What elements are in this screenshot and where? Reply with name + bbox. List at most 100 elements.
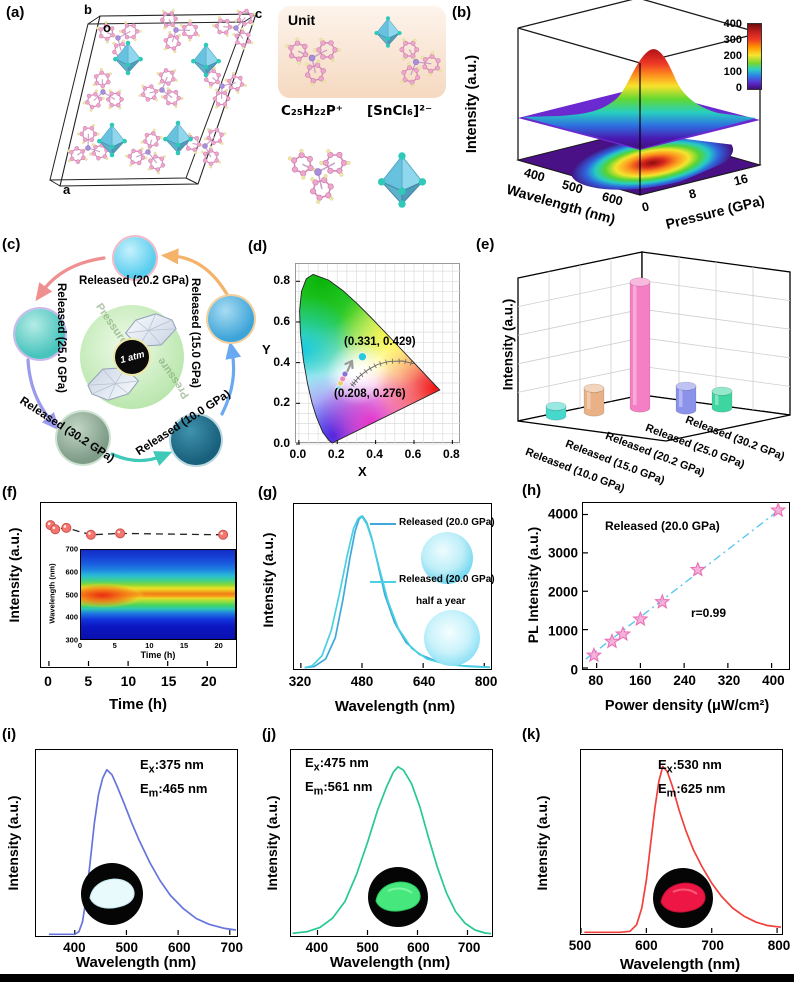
g-legend-text-1: Released (20.0 GPa) [399, 517, 495, 528]
arrow-30-to-10 [110, 451, 173, 466]
k-emission-spectrum [580, 765, 782, 934]
h-annotation-released: Released (20.0 GPa) [605, 519, 720, 533]
packed-molecules [58, 0, 267, 183]
k-x-axis-title: Wavelength (nm) [619, 956, 741, 973]
g-legend-line-1 [370, 523, 396, 525]
j-x-axis-title: Wavelength (nm) [329, 954, 451, 971]
g-y-axis-title: Intensity (a.u.) [260, 532, 276, 628]
panel-d-label: (d) [248, 238, 268, 255]
cb-tick-100: 100 [723, 66, 742, 78]
cation-formula: C₂₅H₂₂P⁺ [281, 103, 343, 119]
h-power-dependence-plot [583, 501, 787, 669]
g-legend-line-2 [370, 581, 396, 583]
sample-circle-15-0 [208, 296, 254, 342]
h-y-ticks: 0 1000 2000 3000 4000 [547, 506, 578, 678]
anion-formula: [SnCl₆]²⁻ [367, 103, 433, 119]
pressure-wavelength-surface-plot [516, 0, 762, 196]
f-inset-x-axis-title: Time (h) [140, 650, 176, 660]
bar3d-chart [517, 251, 791, 442]
arrow-15-to-20 [160, 248, 230, 298]
figure-bottom-rule [0, 974, 794, 982]
panel-e-label: (e) [476, 236, 495, 253]
g-sample-photo-2 [424, 610, 480, 666]
g-emission-spectra [300, 515, 491, 669]
g-x-axis-title: Wavelength (nm) [334, 698, 456, 715]
arrow-10-to-15 [220, 341, 242, 416]
h-x-axis-title: Power density (μW/cm²) [604, 698, 770, 714]
d-y-ticks: 0.0 0.2 0.4 0.6 0.8 [273, 273, 290, 450]
cie-annotation-low: (0.208, 0.276) [334, 388, 406, 400]
k-excitation-label: Ex:530 nm [658, 757, 722, 776]
panel-k-label: (k) [522, 726, 541, 743]
one-atm-badge: 1 atm [113, 338, 151, 376]
g-sample-photo-1 [421, 532, 473, 584]
i-emission-label: Em:465 nm [140, 781, 208, 800]
sample-circle-10-0 [171, 415, 221, 465]
panel-i-label: (i) [2, 726, 17, 743]
g-legend-text-2: Released (20.0 GPa) [399, 574, 495, 585]
i-y-axis-title: Intensity (a.u.) [5, 795, 21, 891]
sample-circle-20-2 [114, 237, 156, 279]
intensity-cylinders [545, 277, 733, 421]
i-x-axis-title: Wavelength (nm) [75, 954, 197, 971]
j-emission-spectrum [292, 765, 492, 935]
panel-a-label: (a) [6, 4, 25, 21]
f-inset-heatmap [80, 549, 236, 640]
panel-f-label: (f) [2, 484, 17, 501]
cb-tick-200: 200 [723, 50, 742, 62]
panel-g-label: (g) [258, 484, 278, 501]
panel-h-label: (h) [522, 482, 542, 499]
f-x-axis-title: Time (h) [108, 696, 168, 713]
i-crystal-shape [89, 878, 135, 909]
arrow-25-to-30 [26, 358, 60, 431]
one-atm-text: 1 atm [118, 348, 146, 366]
cell-axis-a: a [63, 182, 71, 197]
j-crystal-shape [375, 881, 421, 912]
label-released-20-2: Released (20.2 GPa) [79, 275, 189, 287]
panel-j-label: (j) [262, 726, 277, 743]
b-colorbar-ticks: 400 300 200 100 0 [706, 18, 742, 94]
k-y-axis-title: Intensity (a.u.) [534, 795, 550, 891]
b-z-axis-title: Intensity (a.u.) [464, 54, 480, 154]
i-excitation-label: Ex:375 nm [140, 757, 204, 776]
h-y-axis-title: PL Intensity (a.u.) [525, 526, 541, 644]
cell-axis-b: b [84, 2, 92, 17]
d-x-axis-title: X [358, 464, 367, 479]
g-legend-note: half a year [416, 596, 466, 607]
panel-c-label: (c) [2, 236, 21, 253]
cell-axis-c: c [255, 6, 263, 21]
j-y-axis-title: Intensity (a.u.) [264, 795, 280, 891]
contour-projection [516, 129, 762, 196]
crystal-structure-graphic [49, 0, 460, 230]
j-excitation-label: Ex:475 nm [305, 755, 369, 774]
unit-cell-outline [49, 13, 257, 187]
cie-chromaticity-diagram [296, 264, 461, 445]
b-colorbar [747, 23, 762, 90]
label-released-15-0: Released (15.0 GPa) [189, 278, 201, 388]
f-y-axis-title: Intensity (a.u.) [6, 527, 22, 623]
cie-horseshoe [299, 273, 441, 444]
d-y-axis-title: Y [262, 342, 271, 357]
j-emission-label: Em:561 nm [305, 779, 373, 798]
panel-b-label: (b) [452, 4, 472, 21]
cell-axis-o: o [103, 20, 111, 35]
sample-circle-30-2 [57, 412, 109, 464]
e-z-axis-title: Intensity (a.u.) [500, 298, 516, 391]
cie-data-points [335, 352, 367, 392]
unit-title: Unit [288, 12, 316, 28]
cb-tick-300: 300 [723, 34, 742, 46]
cb-tick-400: 400 [723, 18, 742, 30]
cie-diagram-frame [295, 263, 461, 445]
wall-grid [517, 257, 791, 415]
cycle-arrows [26, 248, 242, 466]
f-intensity-vs-time [45, 520, 229, 666]
h-annotation-r: r=0.99 [691, 606, 727, 620]
k-emission-label: Em:625 nm [658, 781, 726, 800]
k-crystal-shape [660, 882, 706, 913]
f-inset-y-axis-title: Wavelength (nm) [47, 563, 57, 624]
sample-circle-25-0 [15, 309, 65, 359]
planckian-locus [350, 358, 415, 387]
h-plot-frame [582, 501, 790, 670]
cie-annotation-high: (0.331, 0.429) [344, 336, 416, 348]
arrow-20-to-25 [35, 256, 106, 302]
